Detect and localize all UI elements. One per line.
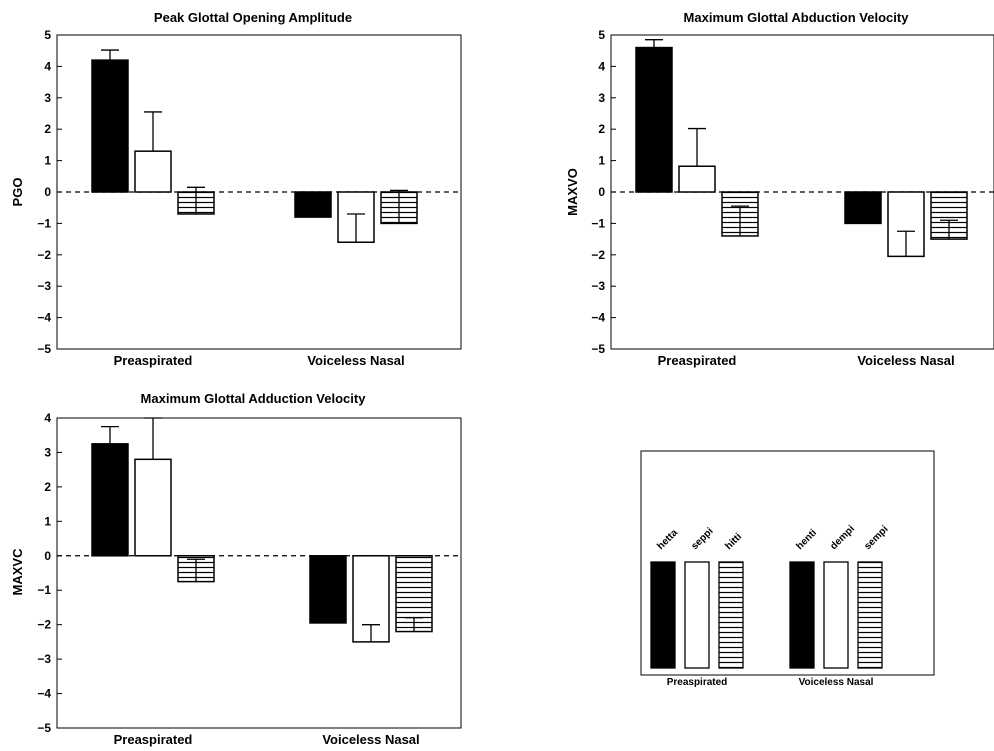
chart-peak-glottal-opening-amplitude: Peak Glottal Opening Amplitude PGO −5 −4 −… — [10, 10, 462, 368]
bar — [91, 59, 129, 193]
y-tick-label: 1 — [44, 514, 51, 528]
y-axis-label: MAXVO — [565, 168, 580, 216]
y-tick-label: −4 — [591, 311, 605, 325]
x-category-label: Preaspirated — [658, 353, 737, 368]
bar — [309, 555, 347, 624]
y-tick-label: 1 — [598, 154, 605, 168]
y-tick-label: −1 — [37, 583, 51, 597]
y-tick-label: 4 — [44, 59, 51, 73]
y-axis-label: MAXVC — [10, 548, 25, 596]
y-axis-label: PGO — [10, 178, 25, 207]
x-category-label: Voiceless Nasal — [307, 353, 404, 368]
y-tick-label: −2 — [37, 248, 51, 262]
chart-maximum-glottal-abduction-velocity: Maximum Glottal Abduction Velocity MAXVO… — [565, 10, 994, 368]
legend-swatch — [823, 561, 849, 669]
y-tick-label: 5 — [598, 28, 605, 42]
y-tick-label: −4 — [37, 687, 51, 701]
y-tick-label: 2 — [598, 122, 605, 136]
bar — [678, 165, 716, 193]
legend-swatch — [789, 561, 815, 669]
y-tick-label: 0 — [598, 185, 605, 199]
legend-group-label: Voiceless Nasal — [799, 677, 874, 688]
y-tick-label: −3 — [37, 279, 51, 293]
y-tick-label: −5 — [37, 342, 51, 356]
x-category-label: Preaspirated — [114, 732, 193, 747]
x-category-label: Voiceless Nasal — [322, 732, 419, 747]
chart-title: Peak Glottal Opening Amplitude — [154, 10, 352, 25]
y-tick-label: 5 — [44, 28, 51, 42]
y-tick-label: 2 — [44, 480, 51, 494]
bar — [134, 150, 172, 193]
y-tick-label: 3 — [598, 91, 605, 105]
y-tick-label: 1 — [44, 154, 51, 168]
y-tick-label: −2 — [591, 248, 605, 262]
legend-swatch — [857, 561, 883, 669]
y-tick-label: 4 — [44, 411, 51, 425]
chart-maximum-glottal-adduction-velocity: Maximum Glottal Adduction Velocity MAXVC… — [10, 391, 462, 747]
chart-title: Maximum Glottal Adduction Velocity — [141, 391, 367, 406]
y-tick-label: 3 — [44, 91, 51, 105]
bar — [134, 458, 172, 557]
x-category-label: Preaspirated — [114, 353, 193, 368]
x-category-label: Voiceless Nasal — [857, 353, 954, 368]
y-tick-label: 2 — [44, 122, 51, 136]
y-tick-label: −2 — [37, 618, 51, 632]
y-tick-label: −1 — [591, 216, 605, 230]
y-tick-label: −5 — [591, 342, 605, 356]
legend-group-label: Preaspirated — [667, 677, 728, 688]
bar — [91, 443, 129, 557]
bar — [635, 46, 673, 193]
legend-swatch — [684, 561, 710, 669]
legend-swatch — [718, 561, 744, 669]
y-tick-label: 3 — [44, 445, 51, 459]
y-tick-label: −1 — [37, 216, 51, 230]
plot-frame — [56, 417, 462, 729]
y-tick-label: −4 — [37, 311, 51, 325]
y-tick-label: 0 — [44, 549, 51, 563]
y-tick-label: 0 — [44, 185, 51, 199]
y-tick-label: −3 — [591, 279, 605, 293]
y-tick-label: 4 — [598, 59, 605, 73]
legend-swatch — [650, 561, 676, 669]
y-tick-label: −5 — [37, 721, 51, 735]
y-tick-label: −3 — [37, 652, 51, 666]
chart-title: Maximum Glottal Abduction Velocity — [684, 10, 910, 25]
